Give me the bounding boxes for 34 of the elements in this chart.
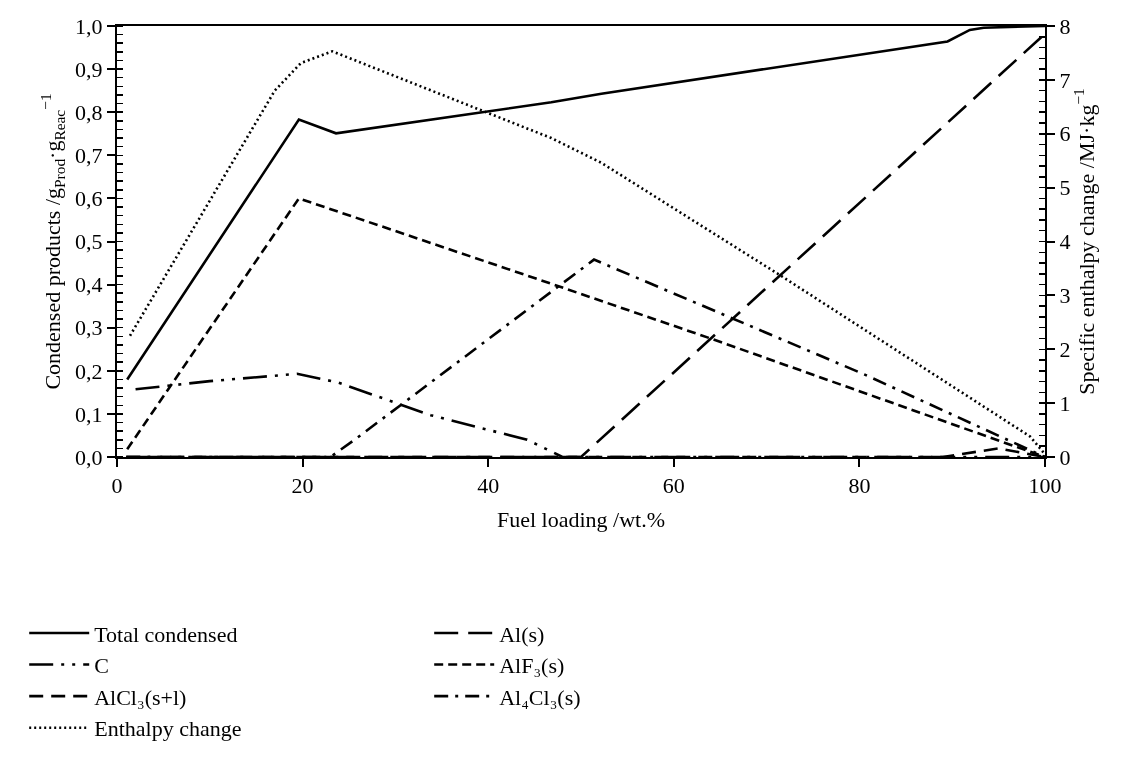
- x-tick-label: 80: [848, 473, 871, 499]
- y-tick-label: 0,6: [75, 186, 103, 212]
- y-tick-label: 0,7: [75, 143, 103, 168]
- y2-tick-label: 4: [1059, 229, 1071, 255]
- legend-label: AlCl₃(s+l): [94, 684, 187, 710]
- y2-tick-label: 6: [1059, 121, 1071, 147]
- legend-label: C: [94, 653, 109, 679]
- legend-label: Al(s): [499, 621, 545, 647]
- y2-tick-label: 2: [1059, 336, 1071, 362]
- y2-tick-label: 5: [1059, 175, 1071, 201]
- y-tick-label: 0,2: [75, 358, 103, 384]
- legend-label: AlF₃(s): [499, 653, 565, 679]
- x-tick-label: 40: [477, 473, 500, 499]
- x-tick-label: 100: [1028, 473, 1062, 499]
- y-tick-label: 0,1: [75, 401, 103, 427]
- x-axis-title: Fuel loading /wt.%: [496, 506, 666, 532]
- y2-tick-label: 3: [1059, 283, 1071, 309]
- y-tick-label: 0,5: [75, 229, 103, 255]
- x-tick-label: 20: [291, 473, 314, 499]
- y2-tick-label: 0: [1059, 444, 1071, 470]
- y2-tick-label: 8: [1059, 13, 1071, 39]
- y-tick-label: 0,0: [75, 444, 103, 470]
- y-tick-label: 0,9: [75, 56, 103, 82]
- y-tick-label: 1,0: [75, 13, 103, 39]
- legend-label: Al₄Cl₃(s): [499, 684, 581, 710]
- x-tick-label: 60: [662, 473, 685, 499]
- legend-label: Total condensed: [94, 621, 238, 647]
- y-tick-label: 0,3: [75, 315, 103, 341]
- legend-label: Enthalpy change: [94, 716, 242, 742]
- y-tick-label: 0,8: [75, 99, 103, 125]
- x-tick-label: 0: [111, 473, 123, 499]
- y-tick-label: 0,4: [75, 272, 103, 298]
- y2-tick-label: 1: [1059, 390, 1071, 416]
- y2-tick-label: 7: [1059, 67, 1071, 93]
